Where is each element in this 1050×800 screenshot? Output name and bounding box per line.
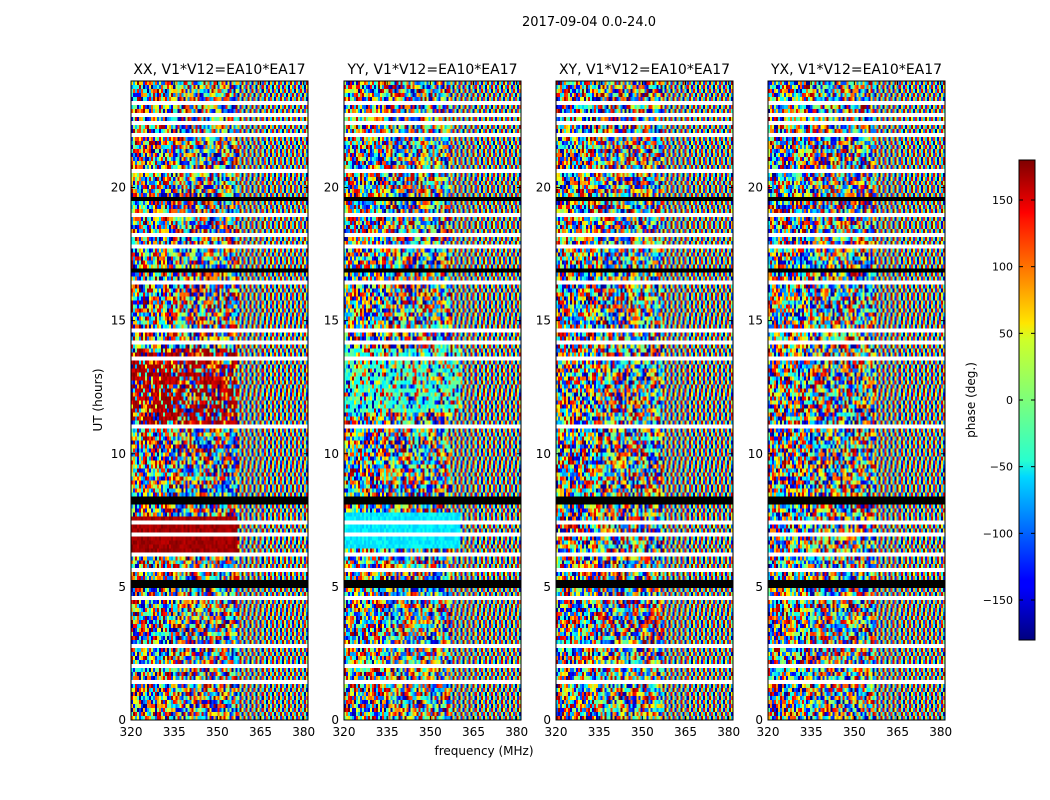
y-tick-label: 15 (536, 314, 551, 328)
y-tick-label: 20 (324, 181, 339, 195)
y-tick-label: 10 (111, 447, 126, 461)
x-tick-label: 365 (462, 725, 485, 739)
colorbar-tick-label: 100 (992, 261, 1013, 274)
y-tick-label: 20 (111, 181, 126, 195)
x-tick-label: 335 (588, 725, 611, 739)
x-axis-label: frequency (MHz) (434, 744, 533, 758)
y-tick-label: 10 (536, 447, 551, 461)
x-tick-label: 350 (206, 725, 229, 739)
y-tick-label: 20 (536, 181, 551, 195)
y-tick-label: 15 (324, 314, 339, 328)
colorbar-tick-label: −150 (983, 594, 1013, 607)
heatmap-image (131, 81, 308, 720)
colorbar-tick-label: 50 (999, 327, 1013, 340)
axes-frame (767, 80, 946, 721)
colorbar-label: phase (deg.) (964, 362, 978, 438)
y-axis-label: UT (hours) (91, 368, 105, 431)
panel-xy: XY, V1*V12=EA10*EA17 320 335 350 365 380 0 5 10 1… (536, 62, 740, 739)
y-tick-label: 15 (748, 314, 763, 328)
y-tick-label: 15 (111, 314, 126, 328)
x-tick-label: 335 (376, 725, 399, 739)
x-tick-label: 335 (800, 725, 823, 739)
y-tick-label: 20 (748, 181, 763, 195)
x-tick-label: 320 (545, 725, 568, 739)
x-tick-label: 365 (249, 725, 272, 739)
x-tick-label: 350 (843, 725, 866, 739)
panels: XX, V1*V12=EA10*EA17 320 335 350 365 380 0 5 10 1… (111, 62, 952, 739)
y-tick-label: 5 (331, 580, 339, 594)
y-tick-label: 10 (748, 447, 763, 461)
y-tick-label: 10 (324, 447, 339, 461)
colorbar-tick-label: 150 (992, 194, 1013, 207)
axes-frame (130, 80, 309, 721)
x-tick-label: 320 (757, 725, 780, 739)
x-tick-label: 335 (163, 725, 186, 739)
panel-xx: XX, V1*V12=EA10*EA17 320 335 350 365 380 0 5 10 1… (111, 62, 315, 739)
heatmap-image (556, 81, 733, 720)
x-tick-label: 350 (631, 725, 654, 739)
colorbar-tick-label: 0 (1006, 394, 1013, 407)
colorbar-tick-label: −100 (983, 527, 1013, 540)
y-tick-label: 0 (755, 713, 763, 727)
x-tick-label: 365 (674, 725, 697, 739)
panel-title: XY, V1*V12=EA10*EA17 (559, 62, 730, 78)
panel-title: XX, V1*V12=EA10*EA17 (133, 62, 305, 78)
y-tick-label: 5 (755, 580, 763, 594)
axes-frame (343, 80, 522, 721)
x-tick-label: 320 (120, 725, 143, 739)
heatmap-image (344, 81, 521, 720)
colorbar-ticks: 150 100 50 0 −50 −100 −150 (983, 194, 1035, 607)
x-tick-label: 380 (929, 725, 952, 739)
colorbar: 150 100 50 0 −50 −100 −150 phase (deg.) (964, 159, 1036, 641)
x-tick-label: 380 (717, 725, 740, 739)
panel-yy: YY, V1*V12=EA10*EA17 320 335 350 365 380 0 5 10 1… (324, 62, 528, 739)
x-tick-label: 350 (419, 725, 442, 739)
y-tick-label: 0 (118, 713, 126, 727)
figure-title: 2017-09-04 0.0-24.0 (522, 15, 656, 30)
y-tick-label: 0 (543, 713, 551, 727)
colorbar-tick-label: −50 (990, 461, 1013, 474)
axes-frame (555, 80, 734, 721)
panel-title: YX, V1*V12=EA10*EA17 (770, 62, 942, 78)
panel-title: YY, V1*V12=EA10*EA17 (346, 62, 517, 78)
panel-yx: YX, V1*V12=EA10*EA17 320 335 350 365 380 0 5 10 1… (748, 62, 952, 739)
x-tick-label: 320 (333, 725, 356, 739)
x-tick-label: 365 (886, 725, 909, 739)
y-tick-label: 0 (331, 713, 339, 727)
y-tick-label: 5 (543, 580, 551, 594)
x-tick-label: 380 (292, 725, 315, 739)
heatmap-image (768, 81, 945, 720)
x-tick-label: 380 (505, 725, 528, 739)
y-tick-label: 5 (118, 580, 126, 594)
